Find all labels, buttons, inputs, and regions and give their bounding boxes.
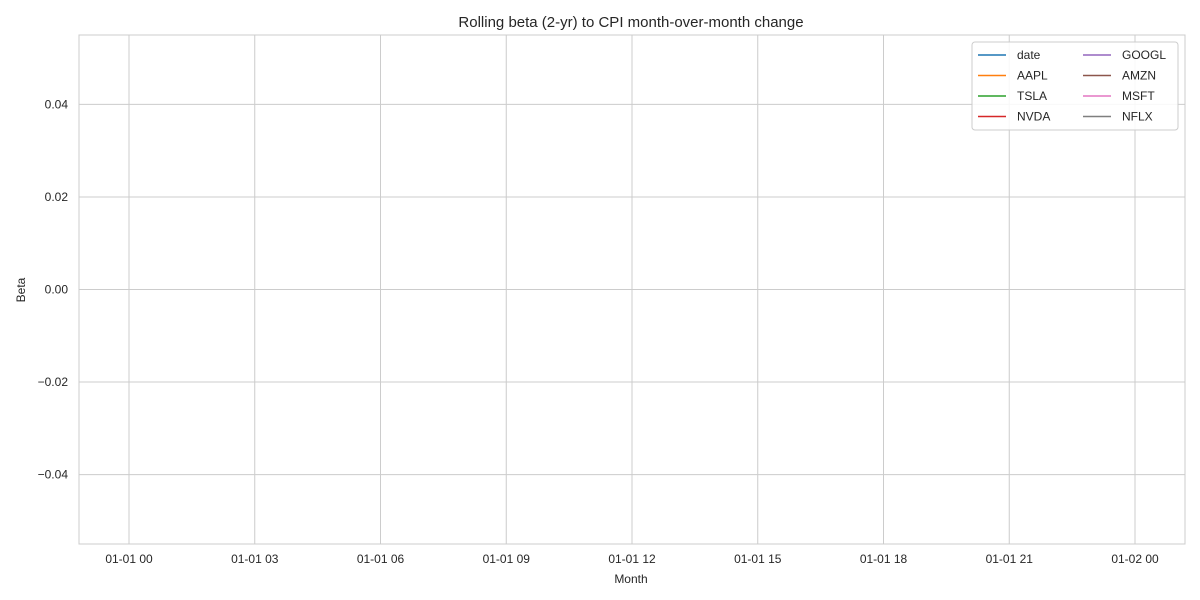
legend-item: date xyxy=(978,48,1041,62)
y-tick-label: 0.02 xyxy=(45,190,69,204)
legend-item: NVDA xyxy=(978,110,1050,124)
x-axis-ticks: 01-01 00 01-01 03 01-01 06 01-01 09 01-01 12… xyxy=(105,552,1159,566)
legend-label: MSFT xyxy=(1122,89,1155,103)
y-tick-label: 0.04 xyxy=(45,97,69,111)
legend-item: TSLA xyxy=(978,89,1047,103)
legend-label: TSLA xyxy=(1017,89,1047,103)
x-tick-label: 01-01 18 xyxy=(860,552,908,566)
y-tick-label: −0.02 xyxy=(38,375,69,389)
y-tick-label: −0.04 xyxy=(38,468,69,482)
legend-item: NFLX xyxy=(1083,110,1153,124)
x-tick-label: 01-01 00 xyxy=(105,552,153,566)
legend-label: AAPL xyxy=(1017,69,1048,83)
x-tick-label: 01-01 09 xyxy=(483,552,531,566)
y-axis-ticks: 0.04 0.02 0.00 −0.02 −0.04 xyxy=(38,97,69,481)
x-tick-label: 01-02 00 xyxy=(1111,552,1159,566)
legend-item: GOOGL xyxy=(1083,48,1166,62)
legend-label: GOOGL xyxy=(1122,48,1166,62)
x-axis-label: Month xyxy=(614,572,647,586)
y-tick-label: 0.00 xyxy=(45,283,69,297)
plot-frame xyxy=(78,34,1186,545)
chart-title: Rolling beta (2-yr) to CPI month-over-mo… xyxy=(458,14,803,31)
x-tick-label: 01-01 15 xyxy=(734,552,782,566)
legend-label: date xyxy=(1017,48,1041,62)
x-tick-label: 01-01 12 xyxy=(608,552,656,566)
legend-label: NVDA xyxy=(1017,110,1050,124)
legend-item: MSFT xyxy=(1083,89,1155,103)
legend-label: AMZN xyxy=(1122,69,1156,83)
y-axis-label: Beta xyxy=(14,277,28,302)
x-tick-label: 01-01 03 xyxy=(231,552,279,566)
legend: date AAPL TSLA NVDA GOOGL AMZN MSFT NFLX xyxy=(971,41,1179,131)
legend-box xyxy=(971,41,1179,131)
legend-item: AMZN xyxy=(1083,69,1156,83)
legend-label: NFLX xyxy=(1122,110,1153,124)
x-tick-label: 01-01 06 xyxy=(357,552,405,566)
legend-item: AAPL xyxy=(978,69,1048,83)
x-tick-label: 01-01 21 xyxy=(986,552,1034,566)
